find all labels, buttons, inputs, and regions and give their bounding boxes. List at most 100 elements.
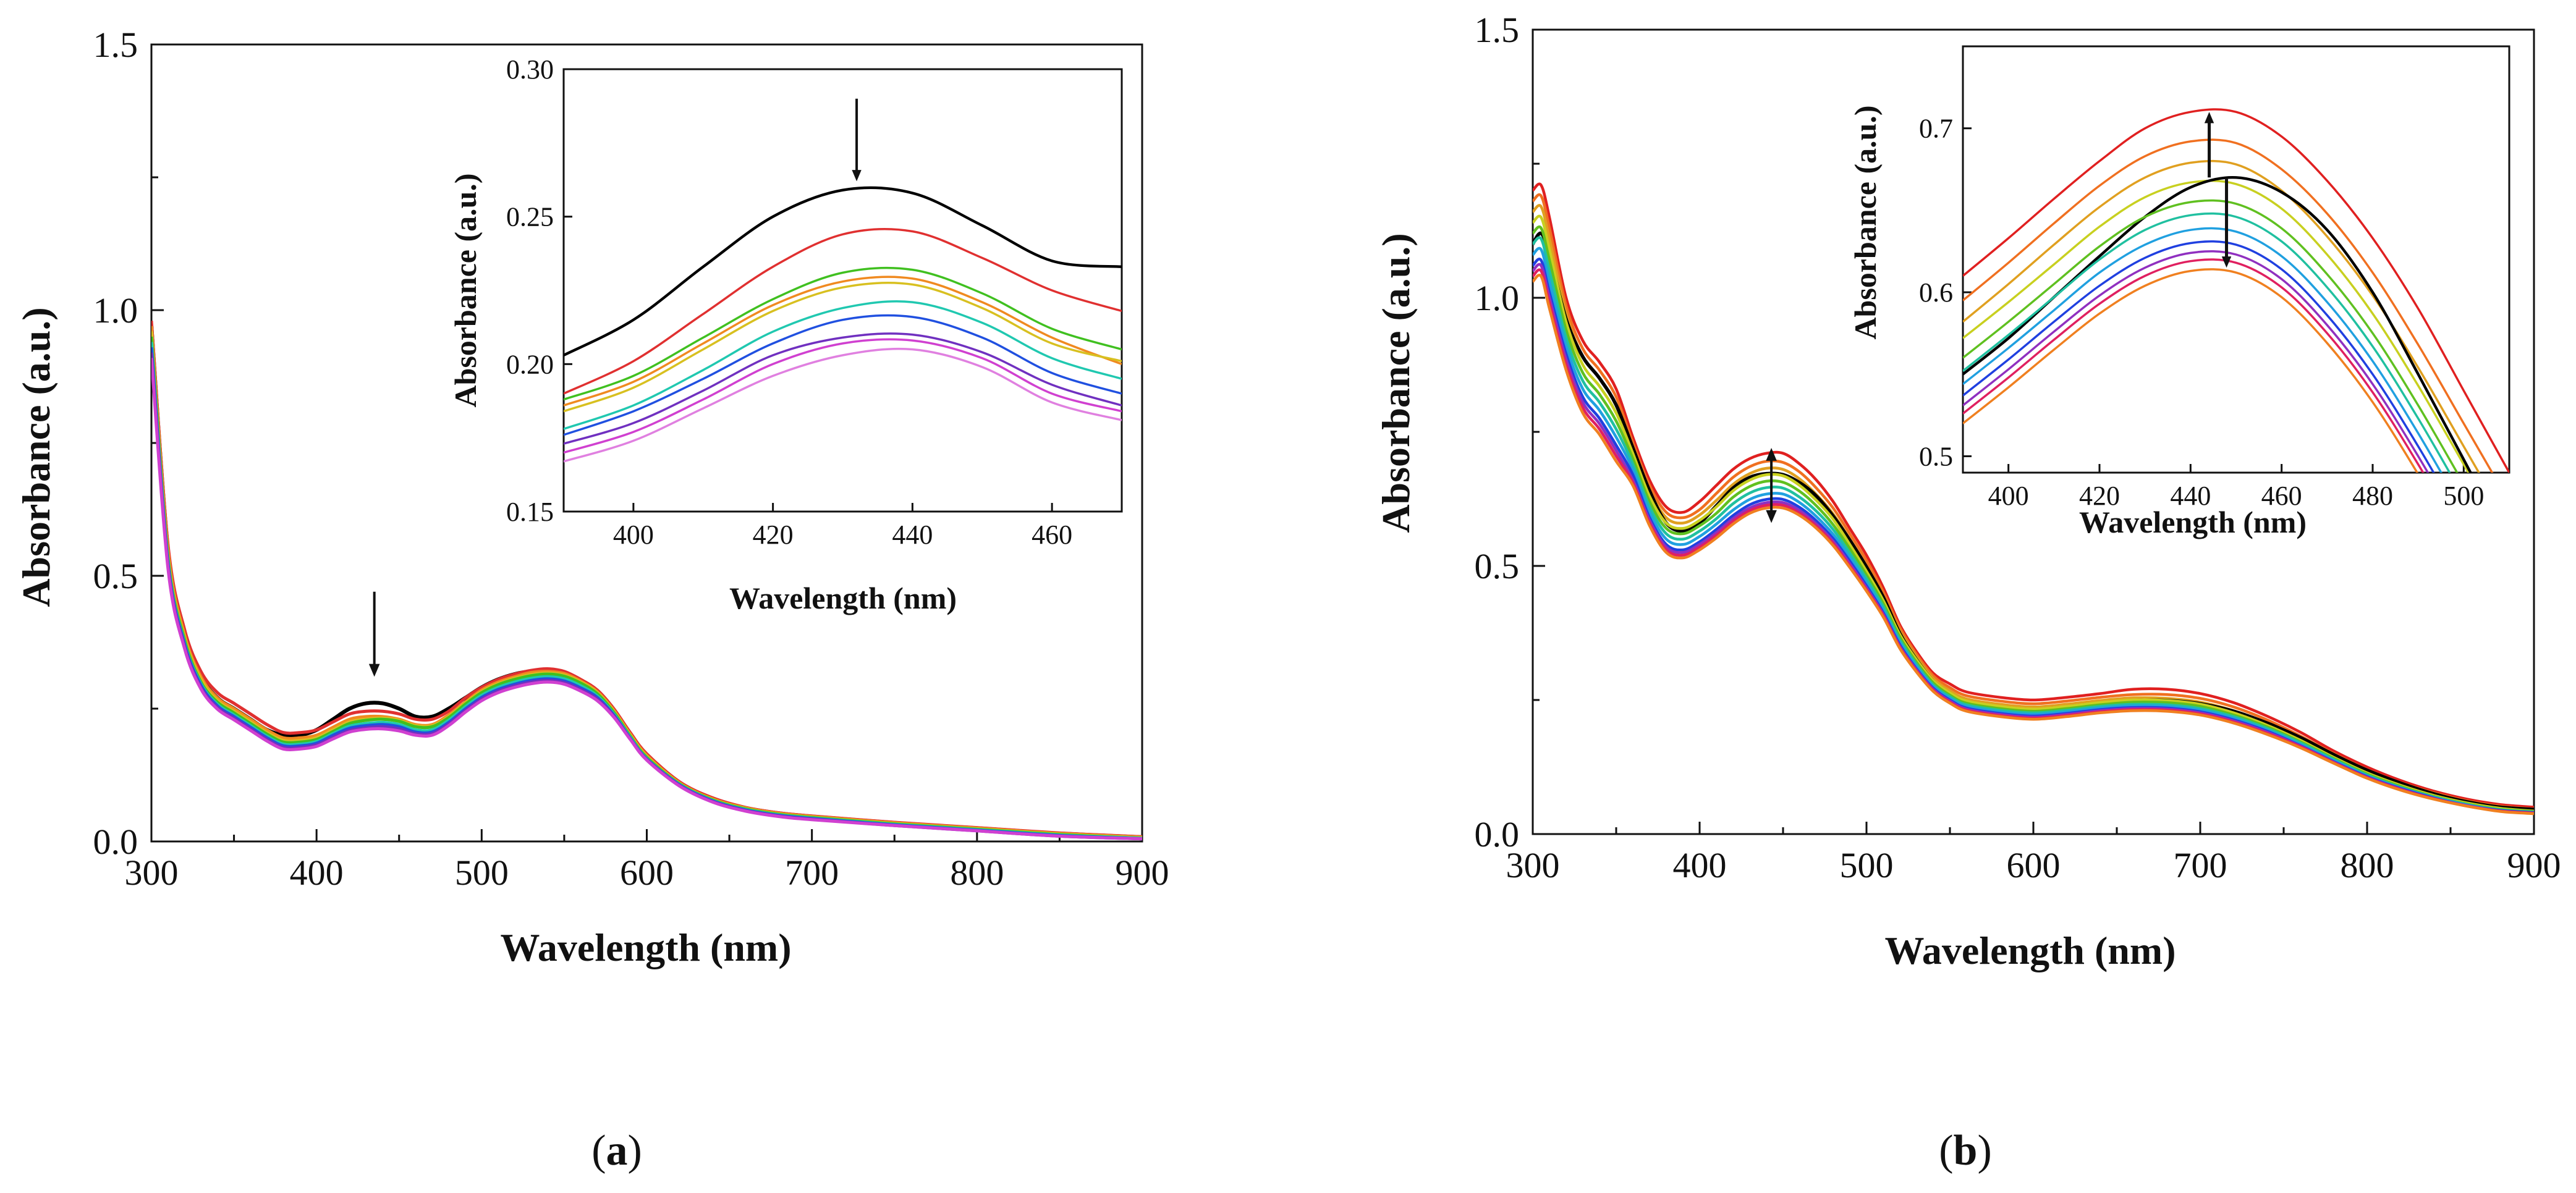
panel-a-inset-series-i2 xyxy=(564,228,1122,395)
panel-b-series-s4 xyxy=(1533,231,2534,811)
panel-b-label-close: ) xyxy=(1977,1127,1991,1174)
panel-a-label: (a) xyxy=(591,1127,642,1174)
panel-b-inset-x-tick-label: 400 xyxy=(1988,481,2029,511)
panel-b-x-tick-label: 400 xyxy=(1673,845,1727,885)
panel-a: 300 400 500 600 700 800 900 0.0 0.5 1.0 1.5 400 420… xyxy=(14,25,1169,1174)
panel-b-inset-x-tick-label: 480 xyxy=(2352,481,2393,511)
panel-a-inset: 400 420 440 460 0.15 0.20 0.25 0.30 xyxy=(506,54,1123,550)
panel-b-inset-x-axis-title: Wavelength (nm) xyxy=(2079,505,2307,539)
panel-a-inset-x-axis-title: Wavelength (nm) xyxy=(729,581,957,615)
panel-a-label-letter: a xyxy=(606,1127,628,1174)
panel-a-y-tick-label: 1.5 xyxy=(93,25,138,65)
panel-b-y-axis-title: Absorbance (a.u.) xyxy=(1374,233,1418,533)
panel-b-inset-series-i8 xyxy=(1963,227,2443,473)
panel-b-x-tick-label: 700 xyxy=(2174,845,2227,885)
panel-a-inset-series-i8 xyxy=(564,332,1122,445)
panel-b-x-tick-label: 300 xyxy=(1506,845,1560,885)
panel-a-x-tick-label: 600 xyxy=(620,853,674,893)
panel-b-series-s12 xyxy=(1533,274,2534,816)
panel-b-inset-y-axis-title: Absorbance (a.u.) xyxy=(1848,105,1883,339)
panel-b-label: (b) xyxy=(1939,1127,1992,1174)
panel-a-label-open: ( xyxy=(591,1127,606,1174)
panel-a-inset-series-i4 xyxy=(564,276,1122,407)
panel-b-inset-series-i1 xyxy=(1963,108,2509,473)
panel-b-arrow-head-down xyxy=(1766,510,1777,523)
panel-b-inset-arrow-head-up xyxy=(2204,112,2214,124)
panel-b-inset-series-i12 xyxy=(1963,268,2419,473)
panel-a-inset-series-i9 xyxy=(564,338,1122,454)
panel-b-y-tick-label: 0.5 xyxy=(1475,546,1520,586)
panel-b-inset-series-i2 xyxy=(1963,138,2494,473)
panel-a-y-tick-label: 0.5 xyxy=(93,556,138,596)
panel-a-inset-x-tick-label: 400 xyxy=(613,520,654,550)
panel-b-x-tick-label: 500 xyxy=(1840,845,1894,885)
panel-b-series-s5 xyxy=(1533,214,2534,812)
panel-b-inset-series-i7 xyxy=(1963,212,2451,473)
panel-b-inset-x-tick-label: 460 xyxy=(2261,481,2302,511)
panel-a-inset-y-axis-title: Absorbance (a.u.) xyxy=(448,173,483,407)
panel-b-x-tick-label: 800 xyxy=(2341,845,2394,885)
panel-b-series-s7 xyxy=(1533,236,2534,814)
panel-a-inset-series-i3 xyxy=(564,266,1122,401)
panel-b-series-s1 xyxy=(1533,182,2534,809)
panel-a-x-axis-title: Wavelength (nm) xyxy=(500,925,791,969)
panel-b-x-tick-label: 600 xyxy=(2007,845,2061,885)
panel-a-x-tick-label: 400 xyxy=(290,853,344,893)
panel-a-inset-x-tick-label: 460 xyxy=(1032,520,1072,550)
panel-b-y-tick-label: 1.5 xyxy=(1475,10,1520,50)
panel-b-inset-series-i4 xyxy=(1963,179,2470,473)
panel-a-inset-series-i10 xyxy=(564,347,1122,463)
panel-a-x-tick-label: 800 xyxy=(950,853,1004,893)
panel-a-inset-y-tick-label: 0.25 xyxy=(506,202,554,232)
panel-b-inset-series-group xyxy=(1963,108,2509,473)
panel-a-inset-arrow-head xyxy=(852,170,862,182)
panel-b-label-open: ( xyxy=(1939,1127,1953,1174)
panel-b-inset-y-tick-label: 0.6 xyxy=(1919,277,1953,308)
panel-b-inset-series-i11 xyxy=(1963,258,2425,473)
panel-b-y-tick-label: 0.0 xyxy=(1475,814,1520,854)
panel-b-inset: 400 420 440 460 480 500 0.5 0.6 0.7 xyxy=(1919,45,2510,511)
panel-a-label-close: ) xyxy=(628,1127,642,1174)
panel-b-inset-series-i6 xyxy=(1963,199,2459,473)
panel-a-inset-series-i1 xyxy=(564,186,1122,356)
panel-a-y-tick-label: 1.0 xyxy=(93,290,138,331)
panel-b-inset-x-tick-label: 440 xyxy=(2170,481,2211,511)
panel-b-inset-background xyxy=(1963,46,2509,473)
panel-a-inset-y-tick-label: 0.30 xyxy=(506,54,554,85)
panel-a-inset-x-tick-label: 440 xyxy=(892,520,933,550)
panel-b-arrow-head-up xyxy=(1766,448,1777,461)
panel-b-series-group xyxy=(1533,182,2534,816)
panel-b-inset-arrow-head-down xyxy=(2221,256,2232,268)
panel-b-x-axis-title: Wavelength (nm) xyxy=(1884,929,2176,972)
panel-a-inset-series-i5 xyxy=(564,281,1122,413)
panel-a-y-tick-label: 0.0 xyxy=(93,822,138,862)
panel-a-x-tick-label: 900 xyxy=(1116,853,1169,893)
panel-a-inset-frame xyxy=(562,68,1123,513)
panel-a-arrow-head xyxy=(368,664,380,677)
panel-a-x-tick-label: 700 xyxy=(785,853,839,893)
panel-a-y-axis-title: Absorbance (a.u.) xyxy=(14,307,58,607)
panel-a-series-s9 xyxy=(151,358,1142,841)
panel-a-x-tick-label: 500 xyxy=(455,853,509,893)
panel-b-inset-series-i10 xyxy=(1963,250,2430,473)
panel-b-plot-area: 300 400 500 600 700 800 900 0.0 0.5 1.0 1.5 xyxy=(1475,10,2561,885)
panel-a-inset-y-tick-label: 0.15 xyxy=(506,497,554,527)
panel-b-inset-series-i3 xyxy=(1963,159,2480,473)
panel-b-x-tick-label: 900 xyxy=(2507,845,2561,885)
panel-b-y-tick-label: 1.0 xyxy=(1475,278,1520,318)
panel-b-inset-x-tick-label: 420 xyxy=(2079,481,2120,511)
panel-b-inset-series-i9 xyxy=(1963,240,2435,473)
panel-a-inset-series-i6 xyxy=(564,300,1122,430)
panel-b-inset-x-tick-label: 500 xyxy=(2443,481,2484,511)
panel-a-x-tick-label: 300 xyxy=(125,853,179,893)
panel-b: 300 400 500 600 700 800 900 0.0 0.5 1.0 1.5 400 420… xyxy=(1374,10,2561,1174)
panel-a-inset-x-tick-label: 420 xyxy=(753,520,794,550)
panel-a-series-group xyxy=(151,321,1142,841)
panel-a-plot-area: 300 400 500 600 700 800 900 0.0 0.5 1.0 1.5 xyxy=(93,25,1169,893)
panel-b-label-letter: b xyxy=(1954,1127,1978,1174)
panel-a-inset-series-i7 xyxy=(564,314,1122,436)
panel-b-inset-y-tick-label: 0.5 xyxy=(1919,441,1953,471)
panel-b-inset-y-tick-label: 0.7 xyxy=(1919,114,1953,144)
panel-a-inset-background xyxy=(564,69,1122,512)
